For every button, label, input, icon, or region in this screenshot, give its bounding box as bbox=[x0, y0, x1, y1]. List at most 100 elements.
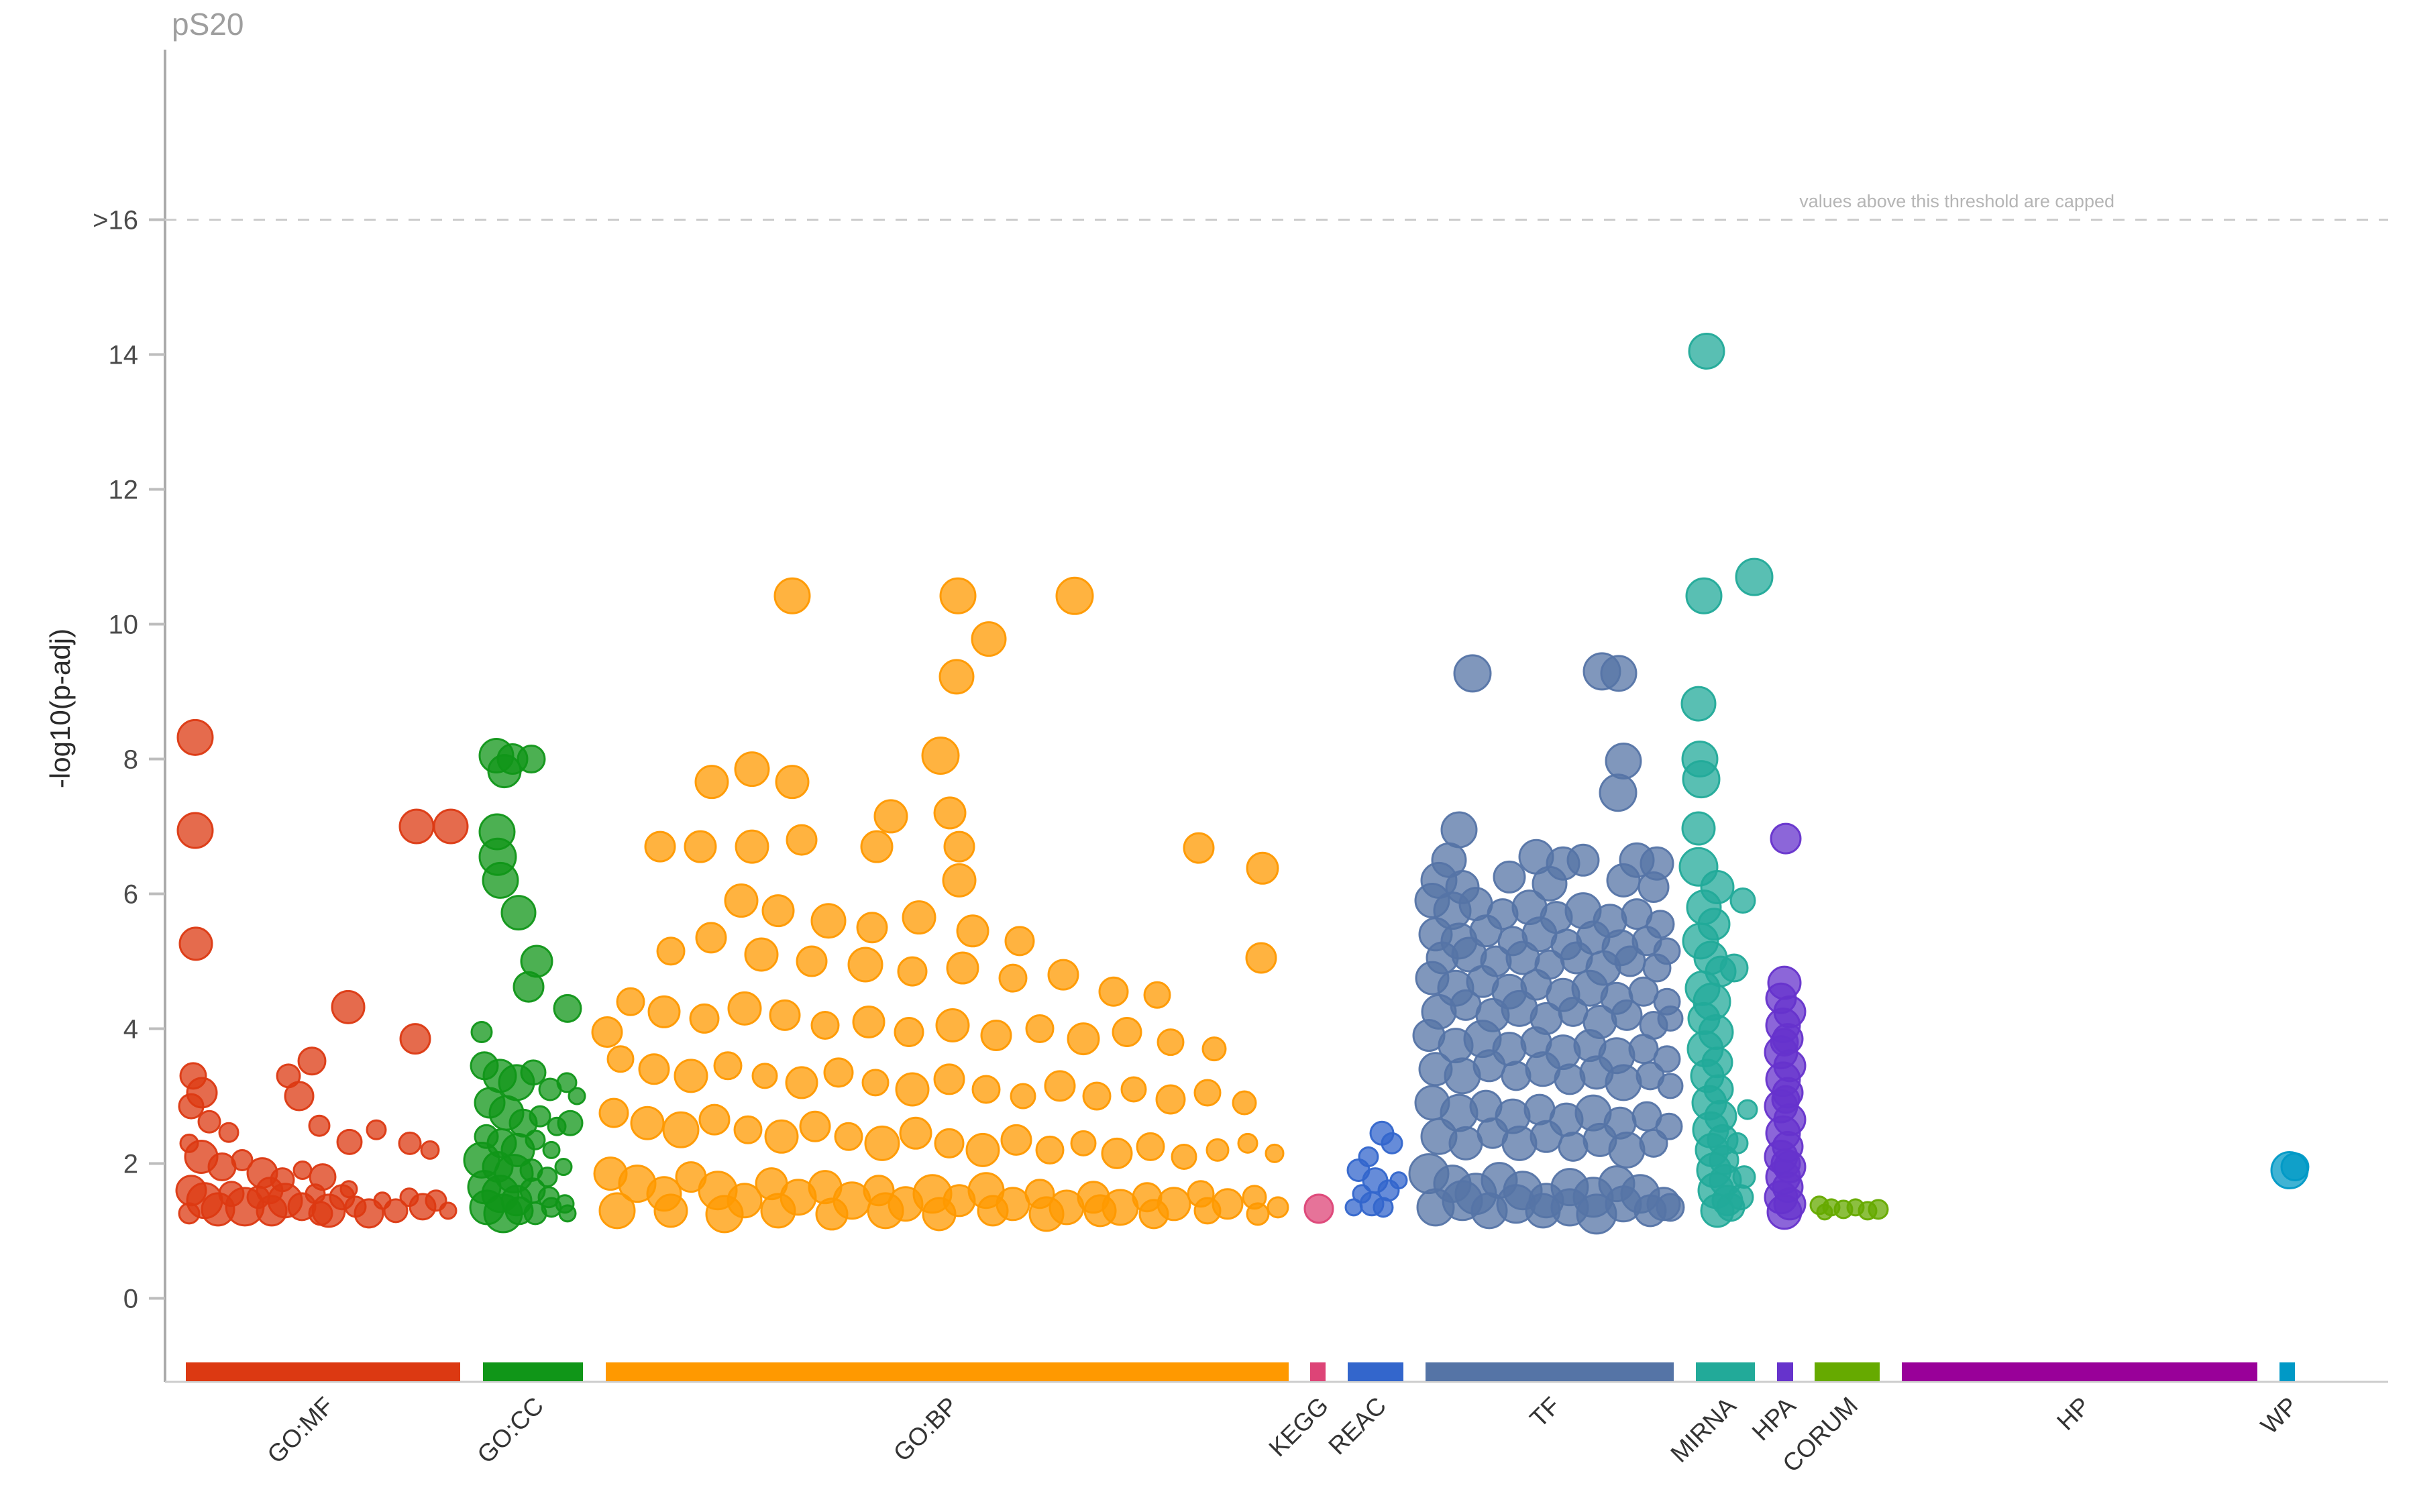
term-point-go-bp[interactable] bbox=[1267, 1196, 1289, 1219]
term-point-go-bp[interactable] bbox=[705, 1195, 744, 1234]
term-point-go-bp[interactable] bbox=[769, 999, 801, 1031]
term-point-tf[interactable] bbox=[1599, 773, 1638, 812]
term-point-go-bp[interactable] bbox=[695, 922, 727, 954]
term-point-go-mf[interactable] bbox=[256, 1177, 284, 1205]
term-point-go-bp[interactable] bbox=[1083, 1194, 1117, 1228]
term-point-go-bp[interactable] bbox=[698, 1103, 731, 1136]
term-point-go-bp[interactable] bbox=[1055, 576, 1094, 615]
term-point-tf[interactable] bbox=[1529, 1120, 1563, 1153]
term-point-tf[interactable] bbox=[1493, 860, 1526, 894]
term-point-go-bp[interactable] bbox=[1067, 1022, 1100, 1056]
term-point-reac[interactable] bbox=[1389, 1171, 1408, 1190]
term-point-go-mf[interactable] bbox=[292, 1160, 313, 1181]
term-point-go-bp[interactable] bbox=[713, 1051, 743, 1081]
term-point-mirna[interactable] bbox=[1680, 686, 1717, 722]
term-point-go-bp[interactable] bbox=[644, 830, 676, 863]
term-point-go-bp[interactable] bbox=[934, 1128, 965, 1158]
term-point-go-bp[interactable] bbox=[933, 796, 967, 830]
term-point-go-bp[interactable] bbox=[1245, 942, 1277, 974]
term-point-tf[interactable] bbox=[1440, 811, 1478, 849]
term-point-mirna[interactable] bbox=[1688, 332, 1725, 370]
term-point-go-cc[interactable] bbox=[553, 993, 582, 1023]
term-point-go-bp[interactable] bbox=[591, 1016, 623, 1048]
term-point-go-mf[interactable] bbox=[398, 1131, 422, 1155]
term-point-go-bp[interactable] bbox=[823, 1057, 854, 1088]
term-point-go-bp[interactable] bbox=[735, 829, 769, 864]
term-point-go-cc[interactable] bbox=[568, 1087, 586, 1105]
term-point-go-bp[interactable] bbox=[638, 1053, 670, 1085]
term-point-go-bp[interactable] bbox=[834, 1122, 863, 1151]
term-point-go-bp[interactable] bbox=[1035, 1135, 1065, 1165]
term-point-reac[interactable] bbox=[1344, 1198, 1363, 1217]
term-point-go-mf[interactable] bbox=[178, 926, 213, 961]
term-point-go-bp[interactable] bbox=[1136, 1132, 1165, 1161]
term-point-go-bp[interactable] bbox=[1098, 976, 1129, 1007]
term-point-go-bp[interactable] bbox=[674, 1059, 708, 1093]
term-point-go-bp[interactable] bbox=[873, 799, 908, 834]
term-point-go-bp[interactable] bbox=[1070, 1130, 1097, 1156]
term-point-go-mf[interactable] bbox=[178, 1202, 201, 1225]
term-point-go-bp[interactable] bbox=[761, 894, 795, 928]
term-point-tf[interactable] bbox=[1605, 1064, 1642, 1101]
term-point-reac[interactable] bbox=[1373, 1197, 1394, 1218]
term-point-go-cc[interactable] bbox=[558, 1204, 577, 1223]
term-point-go-bp[interactable] bbox=[751, 1063, 778, 1089]
term-point-mirna[interactable] bbox=[1719, 953, 1749, 983]
term-point-tf[interactable] bbox=[1656, 1193, 1685, 1222]
term-point-go-bp[interactable] bbox=[1010, 1083, 1036, 1110]
term-point-go-bp[interactable] bbox=[1044, 1070, 1076, 1102]
term-point-go-bp[interactable] bbox=[734, 751, 770, 788]
term-point-go-cc[interactable] bbox=[500, 895, 537, 931]
term-point-go-cc[interactable] bbox=[482, 861, 519, 899]
term-point-go-bp[interactable] bbox=[971, 621, 1007, 657]
term-point-go-bp[interactable] bbox=[942, 863, 977, 898]
term-point-hpa[interactable] bbox=[1770, 822, 1802, 855]
term-point-go-cc[interactable] bbox=[470, 1021, 493, 1044]
term-point-go-mf[interactable] bbox=[231, 1148, 254, 1171]
term-point-go-cc[interactable] bbox=[557, 1110, 584, 1136]
term-point-tf[interactable] bbox=[1532, 865, 1568, 902]
term-point-go-bp[interactable] bbox=[684, 830, 717, 863]
term-point-go-bp[interactable] bbox=[1183, 832, 1215, 864]
term-point-tf[interactable] bbox=[1653, 1045, 1681, 1073]
term-point-go-mf[interactable] bbox=[398, 808, 435, 845]
term-point-tf[interactable] bbox=[1600, 655, 1638, 692]
term-point-wp[interactable] bbox=[2280, 1152, 2310, 1182]
term-point-go-bp[interactable] bbox=[630, 1105, 665, 1140]
term-point-go-bp[interactable] bbox=[1232, 1090, 1257, 1116]
term-point-go-bp[interactable] bbox=[1112, 1017, 1142, 1048]
term-point-go-bp[interactable] bbox=[980, 1020, 1012, 1052]
term-point-go-bp[interactable] bbox=[689, 1003, 720, 1034]
term-point-mirna[interactable] bbox=[1737, 1099, 1758, 1120]
term-point-go-bp[interactable] bbox=[971, 1075, 1001, 1104]
term-point-tf[interactable] bbox=[1638, 871, 1670, 903]
term-point-go-bp[interactable] bbox=[1265, 1143, 1285, 1163]
term-point-go-bp[interactable] bbox=[727, 991, 762, 1026]
term-point-tf[interactable] bbox=[1605, 743, 1642, 780]
term-point-go-bp[interactable] bbox=[847, 947, 883, 983]
term-point-go-bp[interactable] bbox=[815, 1197, 849, 1231]
term-point-go-mf[interactable] bbox=[420, 1140, 440, 1160]
term-point-go-bp[interactable] bbox=[977, 1195, 1009, 1227]
term-point-reac[interactable] bbox=[1381, 1132, 1403, 1154]
term-point-go-bp[interactable] bbox=[943, 830, 975, 863]
term-point-go-bp[interactable] bbox=[1004, 926, 1035, 957]
term-point-go-bp[interactable] bbox=[1157, 1028, 1185, 1057]
term-point-tf[interactable] bbox=[1505, 940, 1540, 975]
term-point-tf[interactable] bbox=[1611, 999, 1643, 1031]
term-point-go-mf[interactable] bbox=[331, 989, 366, 1024]
term-point-go-bp[interactable] bbox=[864, 1125, 900, 1161]
term-point-hpa[interactable] bbox=[1770, 1028, 1799, 1057]
term-point-mirna[interactable] bbox=[1735, 557, 1774, 596]
term-point-go-bp[interactable] bbox=[1155, 1084, 1186, 1115]
term-point-go-cc[interactable] bbox=[487, 754, 522, 789]
term-point-go-bp[interactable] bbox=[867, 1192, 904, 1230]
term-point-go-mf[interactable] bbox=[284, 1081, 315, 1112]
term-point-go-bp[interactable] bbox=[922, 1197, 957, 1232]
term-point-mirna[interactable] bbox=[1681, 811, 1716, 846]
term-point-go-bp[interactable] bbox=[760, 1193, 796, 1229]
term-point-go-mf[interactable] bbox=[399, 1023, 431, 1055]
term-point-go-bp[interactable] bbox=[860, 830, 894, 863]
term-point-go-bp[interactable] bbox=[799, 1110, 831, 1142]
term-point-go-bp[interactable] bbox=[933, 1063, 965, 1095]
